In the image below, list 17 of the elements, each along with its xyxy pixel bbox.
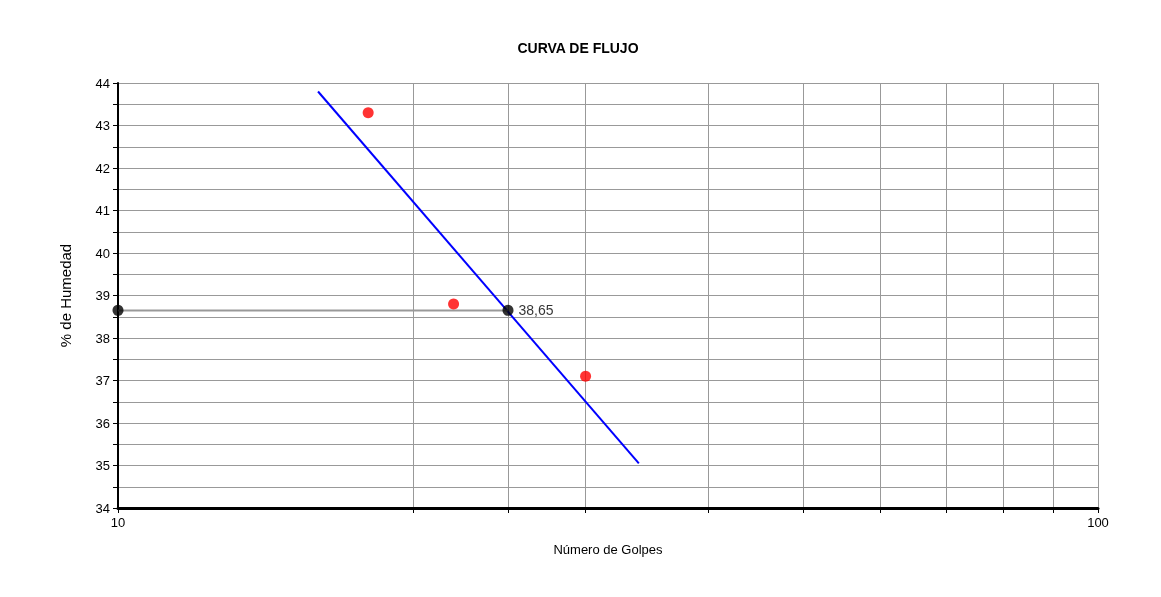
x-tick-label: 10 <box>110 515 126 530</box>
y-tick-label: 35 <box>95 458 110 473</box>
y-tick-label: 44 <box>95 75 110 91</box>
y-tick-label: 41 <box>95 203 110 218</box>
x-tick-label: 100 <box>1087 515 1109 530</box>
x-axis-title: Número de Golpes <box>553 542 664 557</box>
y-tick-label: 36 <box>95 415 110 431</box>
y-tick-label: 34 <box>95 500 110 516</box>
y-axis-title: % de Humedad <box>57 243 74 348</box>
y-tick-label: 39 <box>95 288 110 303</box>
data-label: 38,65 <box>518 302 554 319</box>
y-tick-label: 38 <box>95 330 110 346</box>
y-tick-label: 43 <box>95 118 110 133</box>
y-tick-label: 42 <box>95 160 110 176</box>
y-tick-label: 40 <box>95 245 110 261</box>
chart-title: CURVA DE FLUJO <box>517 40 639 56</box>
y-tick-label: 37 <box>95 373 110 388</box>
